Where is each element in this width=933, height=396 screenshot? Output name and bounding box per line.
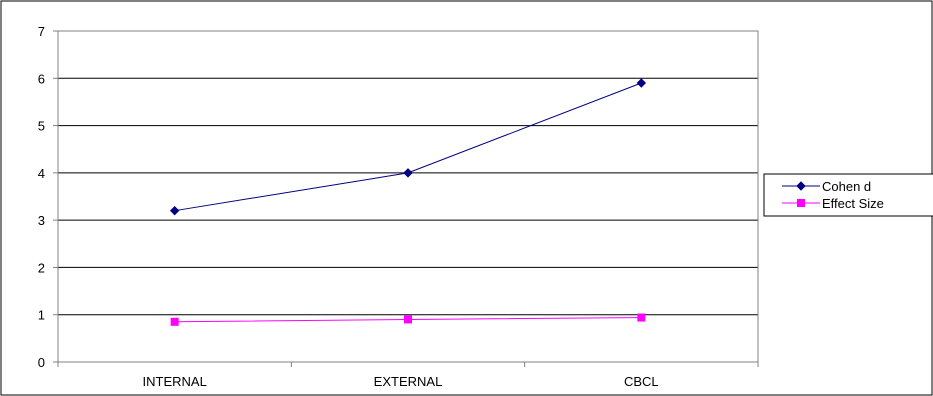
data-point-cohen-d <box>636 78 647 88</box>
x-axis: INTERNAL EXTERNAL CBCL <box>57 362 759 389</box>
y-tick-label: 2 <box>38 260 45 275</box>
y-tick-label: 6 <box>38 71 45 86</box>
x-tick-label: CBCL <box>624 374 659 389</box>
legend-label-effect-size: Effect Size <box>822 196 884 211</box>
x-tick-label: INTERNAL <box>143 374 207 389</box>
y-tick-label: 1 <box>38 308 45 323</box>
legend-marker-effect-size <box>797 199 805 207</box>
x-tick-label: EXTERNAL <box>374 374 443 389</box>
y-axis: 0 1 2 3 4 5 6 7 <box>38 24 58 370</box>
y-tick-label: 0 <box>38 355 45 370</box>
y-tick-label: 4 <box>38 166 45 181</box>
legend-label-cohen-d: Cohen d <box>822 179 871 194</box>
legend: Cohen d Effect Size <box>763 173 933 217</box>
y-tick-label: 3 <box>38 213 45 228</box>
data-point-effect-size <box>170 317 179 326</box>
series-layer <box>169 78 647 326</box>
data-point-cohen-d <box>169 205 180 216</box>
plot-area-border <box>57 30 759 363</box>
y-tick-label: 7 <box>38 24 45 39</box>
legend-marker-cohen-d <box>796 181 806 191</box>
data-point-effect-size <box>637 313 646 322</box>
data-point-cohen-d <box>403 168 413 178</box>
legend-box <box>763 173 933 217</box>
data-point-effect-size <box>404 315 412 324</box>
y-tick-label: 5 <box>38 119 45 134</box>
